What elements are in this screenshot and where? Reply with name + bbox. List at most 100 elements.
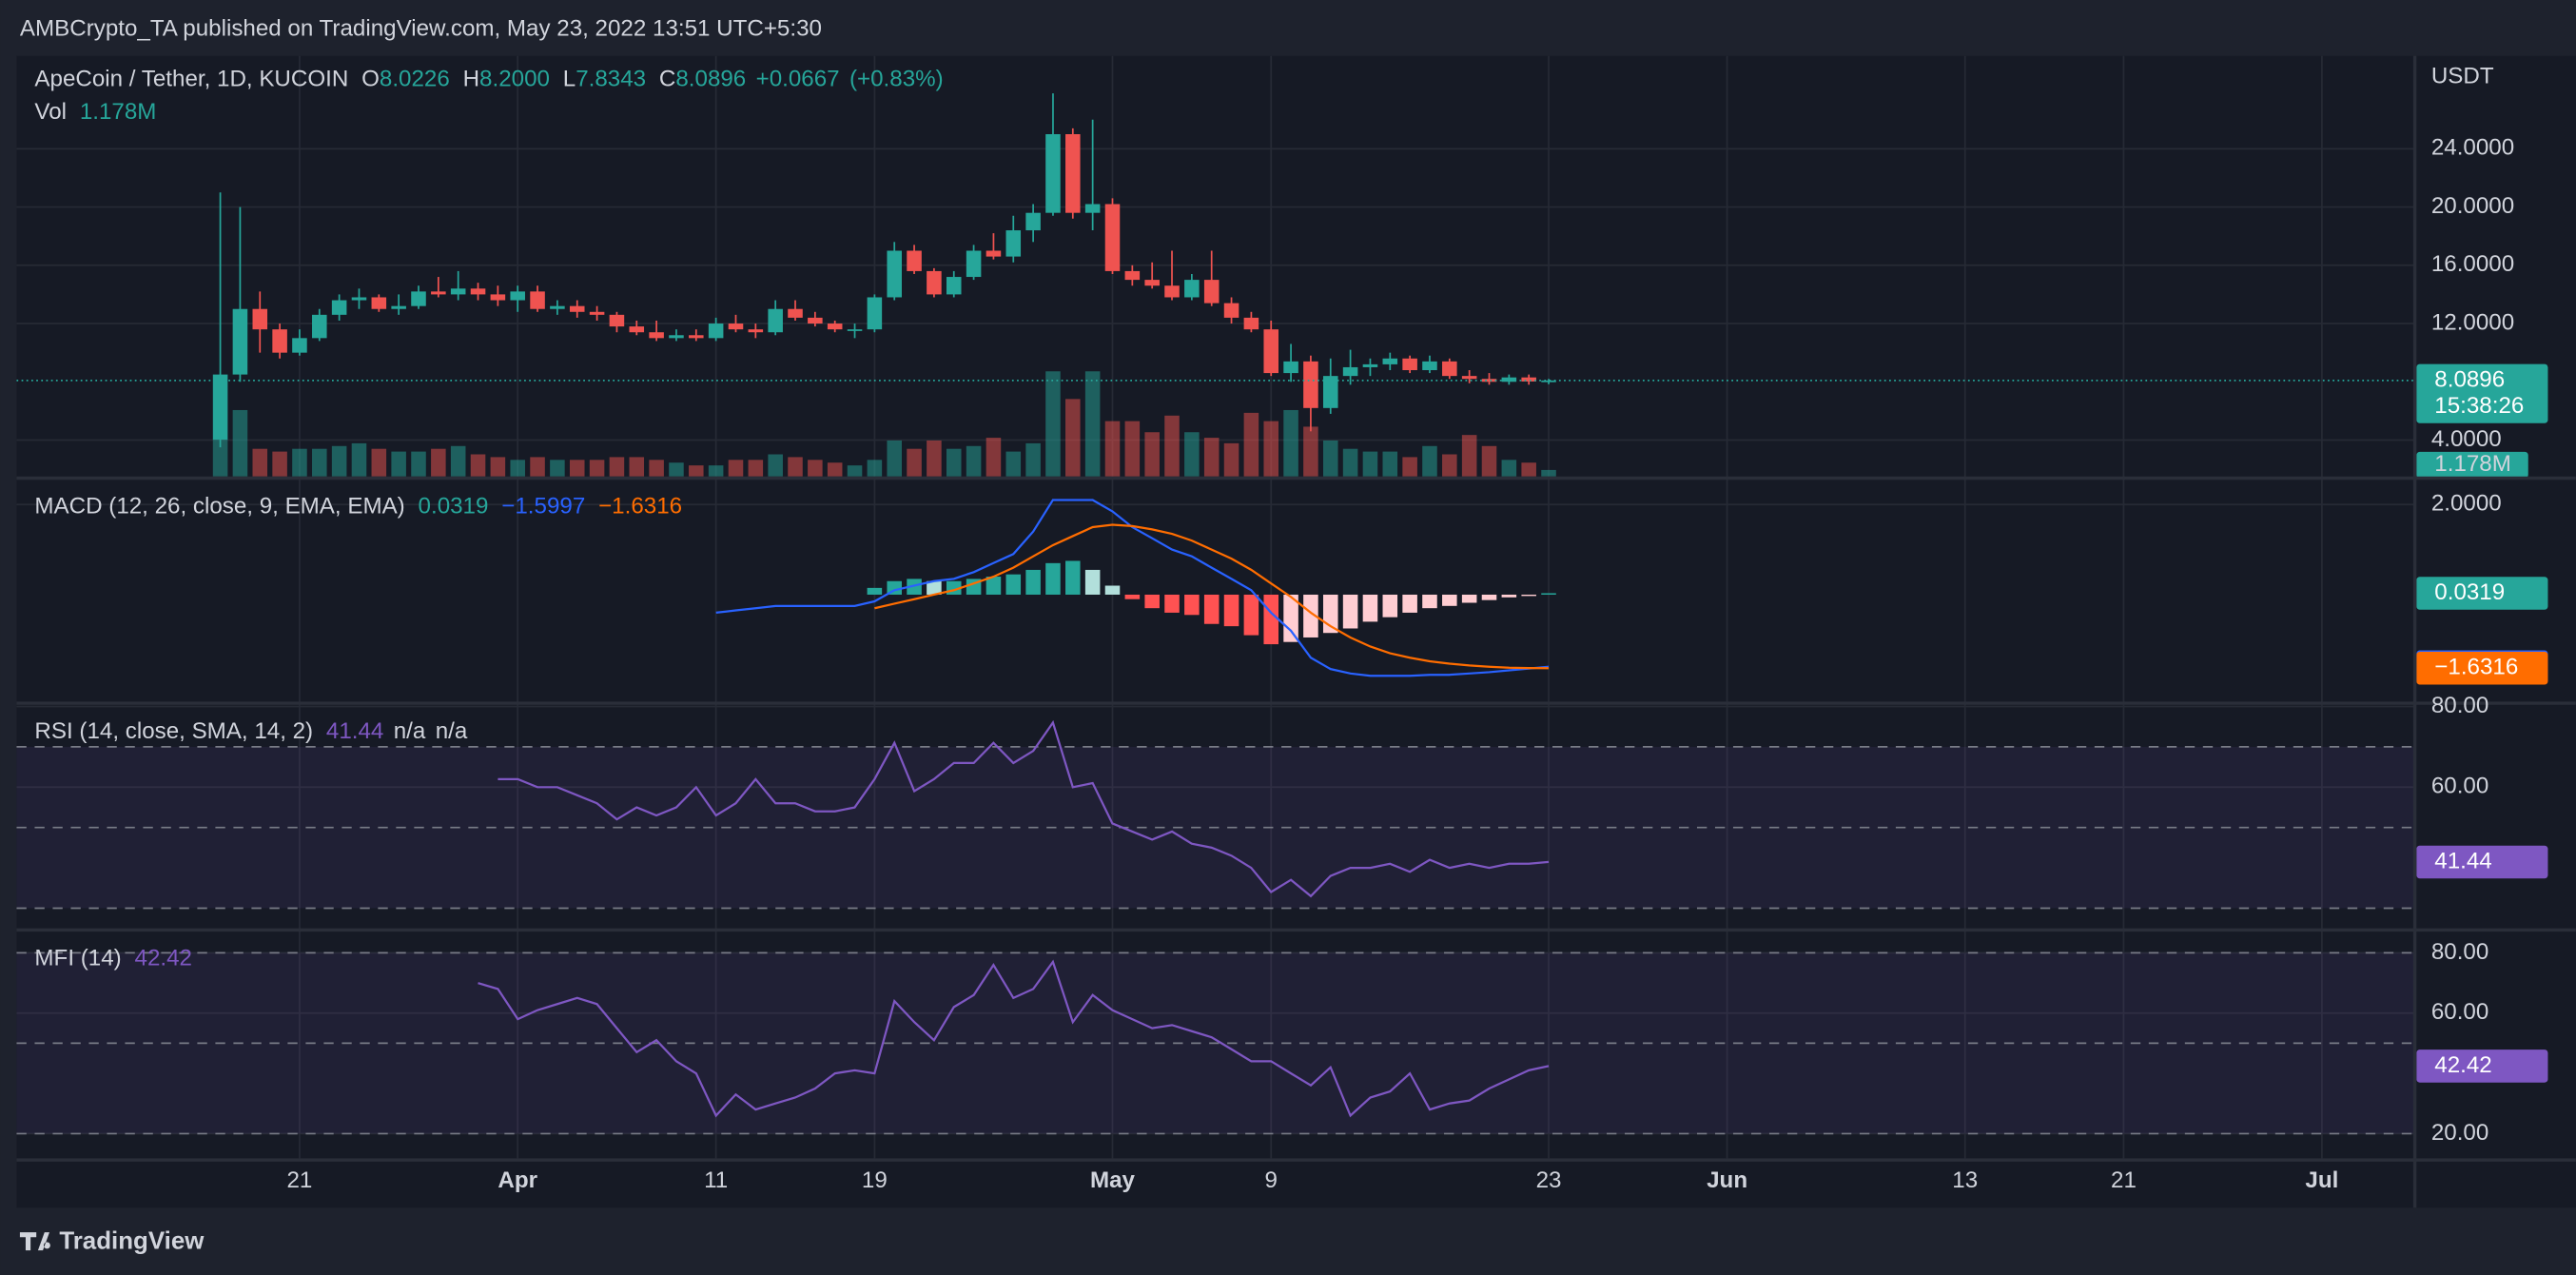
volume-bar bbox=[1422, 445, 1437, 477]
x-tick-label: 19 bbox=[862, 1167, 888, 1193]
candle-body bbox=[1084, 204, 1101, 213]
indicator-legend: RSI (14, close, SMA, 14, 2) 41.44 n/a n/a bbox=[34, 719, 467, 745]
histogram-bar bbox=[1263, 594, 1279, 645]
legend-value: 8.0896 bbox=[675, 67, 746, 92]
volume-bar bbox=[1203, 438, 1220, 477]
volume-bar bbox=[1164, 415, 1180, 477]
publish-header: AMBCrypto_TA published on TradingView.co… bbox=[20, 15, 822, 41]
y-tick-label: 80.00 bbox=[2431, 693, 2488, 718]
price-box bbox=[2416, 363, 2548, 423]
y-tick-label: 80.00 bbox=[2431, 939, 2488, 965]
y-tick-label: 16.0000 bbox=[2431, 251, 2514, 277]
volume-bar bbox=[1243, 412, 1259, 477]
histogram-bar bbox=[1164, 594, 1180, 613]
volume-bar bbox=[1442, 454, 1457, 477]
indicator-line bbox=[498, 719, 1550, 898]
x-tick-label: 23 bbox=[1536, 1167, 1562, 1193]
volume-bar bbox=[470, 454, 486, 477]
candle-body bbox=[827, 324, 843, 330]
volume-bar bbox=[708, 465, 724, 477]
volume-bar bbox=[946, 448, 962, 477]
candle-body bbox=[1521, 377, 1536, 382]
legend: ApeCoin / Tether, 1D, KUCOIN O8.0226 H8.20… bbox=[34, 67, 943, 92]
volume-bar bbox=[1382, 451, 1398, 477]
volume-legend: Vol 1.178M bbox=[34, 100, 156, 126]
y-tick-label: 60.00 bbox=[2431, 999, 2488, 1025]
y-tick-label: 2.0000 bbox=[2431, 491, 2502, 517]
candle-body bbox=[1243, 317, 1259, 330]
volume-bar bbox=[867, 460, 883, 477]
candle-body bbox=[629, 326, 645, 333]
candle-body bbox=[530, 291, 545, 309]
x-tick-label: 11 bbox=[704, 1167, 728, 1193]
volume-bar bbox=[1065, 399, 1081, 477]
histogram-bar bbox=[1402, 594, 1417, 613]
indicator-extra: n/a bbox=[394, 719, 426, 745]
legend-value: 8.2000 bbox=[479, 67, 550, 92]
candle-body bbox=[1223, 303, 1239, 318]
candle-body bbox=[689, 335, 704, 339]
candle-body bbox=[232, 308, 248, 375]
volume-bar bbox=[1342, 448, 1358, 477]
indicator-value: −1.5997 bbox=[501, 494, 585, 520]
volume-bar bbox=[689, 465, 704, 477]
candle-body bbox=[351, 297, 367, 301]
legend-key: C bbox=[659, 67, 675, 92]
candle-body bbox=[450, 288, 466, 295]
price-box-label: −1.6316 bbox=[2434, 655, 2518, 680]
price-box bbox=[2416, 651, 2548, 685]
candle-body bbox=[788, 308, 803, 318]
volume-bar bbox=[1541, 469, 1556, 477]
candle-body bbox=[490, 294, 506, 301]
volume-bar bbox=[827, 462, 843, 477]
candle-body bbox=[212, 374, 228, 441]
volume-legend-name: Vol bbox=[34, 100, 67, 126]
candle-body bbox=[1342, 366, 1358, 377]
candle-body bbox=[1402, 358, 1417, 371]
volume-bar bbox=[1402, 457, 1417, 477]
histogram-bar bbox=[1362, 594, 1378, 622]
histogram-bar bbox=[1521, 594, 1536, 597]
candle-body bbox=[272, 329, 287, 353]
histogram-bar bbox=[1342, 594, 1358, 629]
price-box-label: 42.42 bbox=[2434, 1052, 2491, 1078]
volume-bar bbox=[1124, 421, 1141, 477]
candle-body bbox=[649, 332, 664, 339]
candle-body bbox=[1203, 280, 1220, 304]
candle-body bbox=[847, 329, 863, 331]
candle-body bbox=[966, 250, 982, 278]
candle-body bbox=[1124, 270, 1141, 281]
histogram-bar bbox=[1065, 560, 1081, 595]
candle-body bbox=[609, 314, 625, 327]
candle-body bbox=[569, 305, 585, 312]
candle-body bbox=[1065, 134, 1081, 213]
x-tick-label: Jul bbox=[2305, 1167, 2338, 1193]
indicator-value: 41.44 bbox=[326, 719, 383, 745]
histogram-bar bbox=[1104, 585, 1121, 595]
legend-value: (+0.83%) bbox=[849, 67, 944, 92]
volume-bar bbox=[788, 457, 803, 477]
candle-body bbox=[946, 277, 962, 295]
candle-body bbox=[1541, 380, 1556, 382]
volume-bar bbox=[1223, 442, 1239, 477]
volume-box-label: 1.178M bbox=[2434, 451, 2511, 477]
volume-bar bbox=[847, 465, 863, 477]
candle-body bbox=[748, 329, 764, 333]
volume-bar bbox=[530, 457, 545, 477]
volume-bar bbox=[510, 460, 525, 477]
volume-bar bbox=[411, 451, 426, 477]
candle-body bbox=[1442, 361, 1457, 377]
histogram-bar bbox=[1223, 594, 1239, 627]
volume-bar bbox=[351, 442, 367, 477]
candle-body bbox=[1005, 230, 1022, 257]
histogram-bar bbox=[1501, 594, 1517, 598]
candle-body bbox=[1422, 361, 1437, 371]
volume-bar bbox=[312, 448, 327, 477]
volume-bar bbox=[1184, 432, 1200, 477]
volume-bar bbox=[669, 462, 684, 477]
macd-line bbox=[874, 523, 1550, 670]
candle-body bbox=[1481, 379, 1497, 382]
x-tick-label: 21 bbox=[2111, 1167, 2137, 1193]
candle-body bbox=[1263, 329, 1279, 374]
